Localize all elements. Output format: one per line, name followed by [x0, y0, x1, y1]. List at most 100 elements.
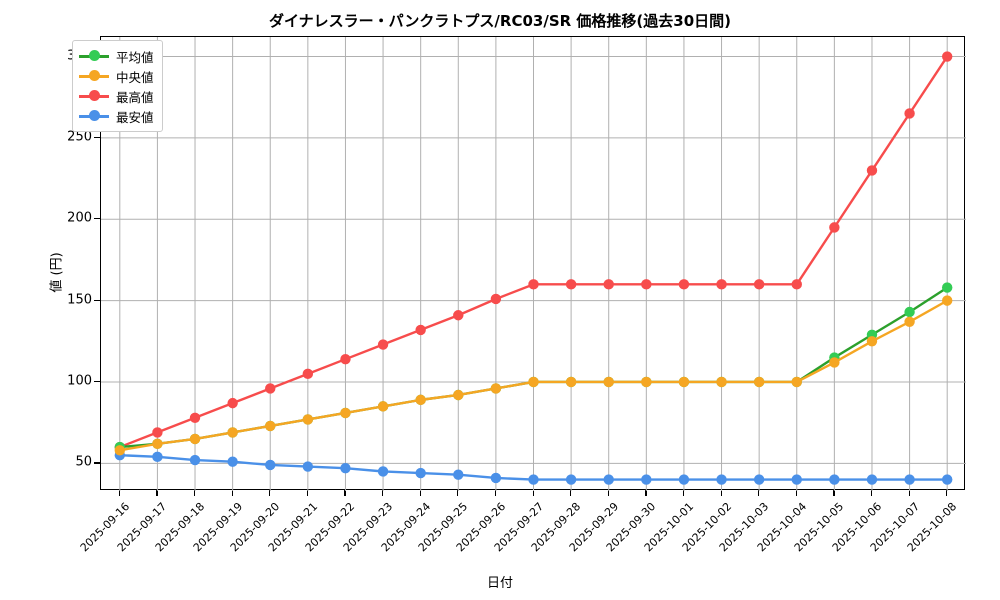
data-point-marker — [565, 376, 577, 388]
x-axis-tick-mark — [306, 490, 309, 496]
data-point-marker — [829, 222, 840, 233]
data-point-marker — [377, 466, 389, 477]
data-point-marker — [265, 420, 276, 432]
y-axis-tick-mark — [94, 380, 100, 383]
data-point-marker — [302, 414, 314, 425]
data-point-marker — [904, 474, 915, 485]
legend-item-max[interactable]: 最高値 — [79, 86, 154, 106]
data-point-marker — [791, 474, 802, 485]
chart-legend: 平均値 中央値最高値最安値 — [72, 40, 163, 132]
data-point-marker — [753, 474, 765, 485]
data-point-marker — [866, 474, 878, 485]
data-point-marker — [340, 463, 351, 474]
chart-title: ダイナレスラー・パンクラトプス/RC03/SR 価格推移(過去30日間) — [268, 12, 731, 30]
legend-item-min[interactable]: 最安値 — [79, 106, 154, 126]
y-axis-tick-label: 200 — [67, 210, 92, 226]
y-axis-tick-label: 150 — [67, 292, 92, 308]
data-point-marker — [678, 376, 690, 388]
data-point-marker — [753, 376, 765, 388]
x-axis-tick-mark — [607, 490, 609, 496]
data-point-marker — [377, 401, 389, 412]
x-axis-tick-mark — [946, 490, 948, 496]
legend-item-median[interactable]: 中央値 — [79, 66, 154, 86]
legend-swatch-icon — [79, 70, 109, 82]
data-point-marker — [603, 474, 614, 485]
data-point-marker — [490, 293, 502, 305]
x-axis-label: 日付 — [486, 576, 513, 591]
data-point-marker — [340, 407, 351, 419]
y-axis-tick-label: 100 — [67, 373, 92, 389]
x-axis-tick-mark — [344, 490, 346, 496]
data-point-marker — [189, 454, 201, 466]
x-axis-tick-mark — [118, 490, 120, 496]
data-point-marker — [904, 306, 915, 318]
data-point-marker — [152, 427, 163, 438]
data-point-marker — [941, 282, 953, 293]
data-point-marker — [791, 376, 802, 388]
x-axis-tick-mark — [570, 490, 572, 496]
x-axis-tick-mark — [795, 490, 797, 496]
y-axis-label: 値 (円) — [49, 252, 65, 293]
data-point-marker — [641, 376, 652, 388]
data-point-marker — [716, 474, 727, 485]
data-point-marker — [641, 474, 652, 485]
data-point-marker — [678, 474, 690, 485]
y-axis-tick-mark — [94, 218, 100, 220]
data-point-marker — [152, 451, 163, 463]
legend-label: 最安値 — [116, 109, 154, 125]
data-point-marker — [490, 472, 502, 484]
y-axis-tick-mark — [94, 136, 100, 139]
data-point-marker — [453, 310, 464, 321]
x-axis-tick-mark — [645, 490, 647, 496]
x-axis-tick-mark — [758, 490, 760, 496]
x-axis-tick-mark — [833, 490, 835, 496]
data-point-marker — [603, 376, 614, 388]
data-point-marker — [941, 474, 953, 485]
y-axis-tick-mark — [94, 299, 100, 301]
data-point-marker — [415, 324, 426, 336]
data-point-marker — [528, 279, 539, 290]
data-point-marker — [941, 51, 953, 62]
data-point-marker — [716, 376, 727, 388]
x-axis-tick-mark — [156, 490, 158, 496]
x-axis-tick-mark — [720, 490, 722, 496]
data-point-marker — [753, 279, 765, 290]
data-point-marker — [265, 383, 276, 394]
data-point-marker — [904, 316, 915, 327]
data-point-marker — [678, 279, 690, 290]
x-axis-tick-mark — [682, 490, 685, 496]
data-point-marker — [453, 389, 464, 401]
legend-label: 平均値 — [116, 49, 154, 65]
data-point-marker — [265, 459, 276, 471]
data-point-marker — [415, 394, 426, 406]
legend-swatch-icon — [79, 110, 109, 122]
y-axis-tick-label: 250 — [67, 129, 92, 145]
x-axis-tick-mark — [269, 490, 271, 496]
data-point-marker — [904, 108, 915, 119]
x-axis-tick-mark — [908, 490, 910, 496]
legend-label: 最高値 — [116, 89, 154, 105]
series-line — [118, 299, 949, 452]
data-point-marker — [829, 357, 840, 368]
data-point-marker — [565, 279, 577, 290]
data-point-marker — [114, 445, 126, 456]
data-point-marker — [603, 279, 614, 290]
data-point-marker — [340, 353, 351, 365]
x-axis-tick-mark — [231, 490, 233, 496]
plot-area — [100, 36, 966, 491]
data-point-marker — [189, 433, 201, 445]
data-point-marker — [528, 376, 539, 388]
data-point-marker — [528, 474, 539, 485]
data-point-marker — [415, 467, 426, 479]
series-lines — [114, 51, 953, 485]
data-point-marker — [829, 474, 840, 485]
x-axis-tick-mark — [194, 490, 196, 496]
data-point-marker — [641, 279, 652, 290]
data-point-marker — [791, 279, 802, 290]
legend-item-average[interactable]: 平均値 — [79, 46, 154, 66]
data-point-marker — [227, 427, 238, 438]
x-axis-tick-mark — [532, 490, 534, 496]
data-point-marker — [302, 461, 314, 472]
y-axis-tick-mark — [94, 462, 100, 464]
